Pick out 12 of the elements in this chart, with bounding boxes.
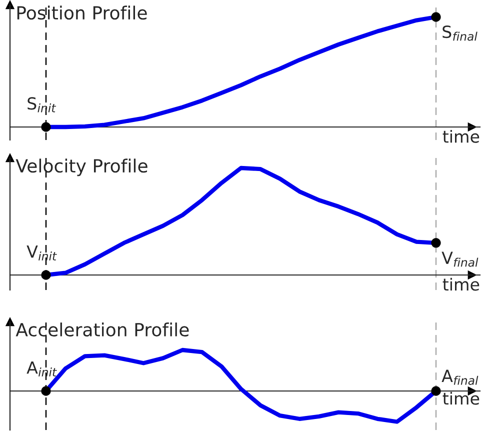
annotation: S$_{final}$ <box>442 25 478 41</box>
annotation: V$_{init}$ <box>26 245 57 260</box>
chart-title: Acceleration Profile <box>16 322 189 337</box>
x-axis-title: time <box>442 392 480 405</box>
annotation: A$_{init}$ <box>26 361 57 376</box>
x-axis-title: time <box>442 278 480 291</box>
annotation: S$_{init}$ <box>28 97 56 112</box>
chart-title: Velocity Profile <box>16 158 148 176</box>
annotation: A$_{final}$ <box>442 370 478 385</box>
x-axis-title: time <box>442 130 480 143</box>
annotation: V$_{final}$ <box>442 252 478 267</box>
chart-title: Position Profile <box>17 6 147 20</box>
